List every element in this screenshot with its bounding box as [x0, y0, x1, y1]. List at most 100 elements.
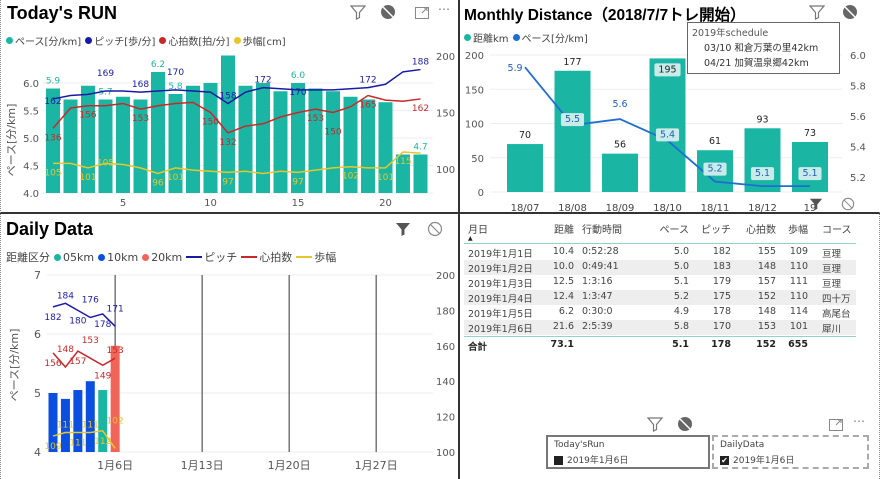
legend-item[interactable]: 20km: [142, 251, 182, 264]
line-data-label: 165: [359, 101, 376, 111]
table-row[interactable]: 2019年1月2日 10.0 0:49:41 5.0 183 148 110 亘理: [464, 260, 856, 275]
bar: [396, 154, 410, 193]
legend-item[interactable]: 距離km: [464, 30, 509, 45]
legend-marker: [241, 256, 258, 258]
column-header[interactable]: 行動時間: [582, 225, 622, 236]
table-cell: 148: [757, 261, 776, 272]
filter-filled-icon[interactable]: [395, 221, 411, 237]
sort-ascending-icon: ▲: [468, 235, 473, 242]
line-data-label: 5.2: [707, 164, 722, 175]
disable-icon[interactable]: [677, 416, 693, 432]
legend-item[interactable]: 10km: [98, 251, 138, 264]
focus-mode-icon[interactable]: [414, 5, 430, 21]
y2-tick-label: 160: [436, 342, 455, 353]
column-header[interactable]: 月日: [468, 225, 488, 236]
legend-marker: [98, 253, 106, 261]
bar-data-label: 73: [804, 128, 816, 139]
bar: [81, 85, 95, 193]
column-header[interactable]: 心拍数: [746, 225, 776, 236]
daily-data-panel[interactable]: Daily Data 距離区分 05km 10km 20km ピッチ 心拍数 歩幅 4 5 6 7…: [1, 215, 458, 479]
table-cell: 4.9: [673, 306, 689, 317]
line-data-label: 109: [44, 442, 61, 452]
filter-filled-icon[interactable]: [809, 197, 823, 211]
table-cell: 亘理: [822, 249, 842, 260]
table-header-row[interactable]: 月日 距離 行動時間 ペース ピッチ 心拍数 歩幅 コース: [464, 220, 856, 236]
legend-marker: [512, 34, 520, 41]
table-row[interactable]: 2019年1月5日 6.2 0:30:0 4.9 178 148 114 高尾台: [464, 305, 856, 320]
column-header[interactable]: 距離: [554, 225, 574, 236]
filter-icon[interactable]: [350, 4, 366, 20]
column-header[interactable]: 歩幅: [788, 225, 808, 236]
series-line: [52, 302, 116, 327]
bar: [46, 88, 60, 193]
x-tick-label: 15: [292, 198, 305, 209]
table-row[interactable]: 2019年1月6日 21.6 2:5:39 5.8 170 153 101 犀川: [464, 320, 856, 335]
table-cell: 73.1: [550, 339, 574, 350]
line-data-label: 102: [342, 172, 359, 182]
monthly-distance-chart: 0 50 100 150 200 5.2 5.4 5.6 5.8 6.0 18/07 18/08 18/…: [465, 51, 866, 212]
panel-border-left: [0, 0, 1, 479]
bar: [273, 91, 288, 193]
y-tick-label: 0: [478, 188, 484, 199]
line-data-label: 136: [44, 133, 61, 143]
slicer-daily-data[interactable]: DailyData ✔ 2019年1月6日: [712, 435, 869, 469]
todays-run-chart: 4.0 4.5 5.0 5.5 6.0 100 150 200 ペース[分/km] 5 10 15 20…: [5, 52, 455, 209]
table-total-row[interactable]: 合計 73.1 5.1 178 152 655: [464, 338, 856, 353]
slicer-option[interactable]: 2019年1月6日: [554, 453, 702, 466]
legend-item[interactable]: 歩幅: [296, 249, 336, 265]
x-tick-label: 18/10: [653, 203, 682, 212]
y2-tick-label: 5.8: [850, 82, 866, 93]
filter-icon[interactable]: [647, 416, 663, 432]
x-tick-label: 18/09: [606, 203, 635, 212]
table-row[interactable]: 2019年1月1日 10.4 0:52:28 5.0 182 155 109 亘理: [464, 245, 856, 260]
legend-item[interactable]: ペース[分/km]: [6, 33, 81, 48]
y-tick-label: 4.0: [23, 189, 39, 200]
column-header[interactable]: ピッチ: [701, 225, 731, 236]
bar: [343, 96, 358, 193]
y-axis-title: ペース[分/km]: [8, 329, 21, 402]
legend-item[interactable]: ピッチ[歩/分]: [85, 33, 155, 48]
legend-marker: [6, 37, 13, 44]
legend-item[interactable]: 心拍数[拍/分]: [159, 33, 230, 48]
table-cell: 2019年1月5日: [468, 309, 533, 320]
more-options-icon[interactable]: ⋯: [438, 2, 450, 16]
checkbox-checked[interactable]: ✔: [720, 456, 729, 465]
checkbox-filled[interactable]: [554, 456, 563, 465]
y2-tick-label: 5.6: [850, 112, 866, 123]
legend-item[interactable]: 歩幅[cm]: [233, 33, 286, 48]
slicer-option[interactable]: ✔ 2019年1月6日: [720, 453, 861, 466]
bar: [110, 345, 120, 452]
todays-run-legend: ペース[分/km] ピッチ[歩/分] 心拍数[拍/分] 歩幅[cm]: [6, 33, 286, 48]
x-tick-label: 19: [804, 203, 817, 212]
schedule-item: 03/10 和倉万葉の里42km: [704, 43, 819, 54]
disable-outline-icon[interactable]: [841, 197, 855, 211]
column-header[interactable]: コース: [822, 225, 852, 236]
line-data-label: 180: [69, 316, 86, 326]
todays-run-panel[interactable]: Today's RUN ⋯ ペース[分/km] ピッチ[歩/分] 心拍数[拍/分] 歩…: [1, 0, 458, 212]
more-options-icon[interactable]: ⋯: [853, 414, 865, 428]
disable-icon[interactable]: [380, 4, 396, 20]
legend-item[interactable]: 05km: [54, 251, 94, 264]
table-row[interactable]: 2019年1月4日 12.4 1:3:47 5.2 175 152 110 四十万: [464, 290, 856, 305]
bar: [744, 128, 781, 192]
series-line: [52, 350, 116, 369]
column-header[interactable]: ペース: [659, 225, 690, 236]
bar: [413, 154, 428, 193]
run-log-table[interactable]: 月日 距離 行動時間 ペース ピッチ 心拍数 歩幅 コース ▲ 2019年1月1日 10.4 0:52…: [460, 215, 878, 365]
legend-item[interactable]: ピッチ: [186, 249, 237, 265]
disable-outline-icon[interactable]: [427, 221, 443, 237]
legend-item[interactable]: 心拍数: [241, 249, 292, 265]
disable-icon[interactable]: [842, 4, 858, 20]
bar-data-label: 56: [614, 140, 626, 151]
filter-icon[interactable]: [809, 4, 825, 20]
slicer-option-label: 2019年1月6日: [733, 456, 795, 466]
slicer-todays-run[interactable]: Today'sRun 2019年1月6日: [546, 435, 710, 469]
bar: [378, 102, 393, 193]
legend-item[interactable]: ペース[分/km]: [512, 30, 588, 45]
table-row[interactable]: 2019年1月3日 12.5 1:3:16 5.1 179 157 111 亘理: [464, 275, 856, 290]
table-cell: 亘理: [822, 264, 842, 275]
y-tick-label: 100: [465, 120, 484, 131]
focus-mode-icon[interactable]: [828, 417, 844, 433]
bar: [326, 91, 340, 193]
legend-label: 歩幅: [314, 251, 337, 264]
